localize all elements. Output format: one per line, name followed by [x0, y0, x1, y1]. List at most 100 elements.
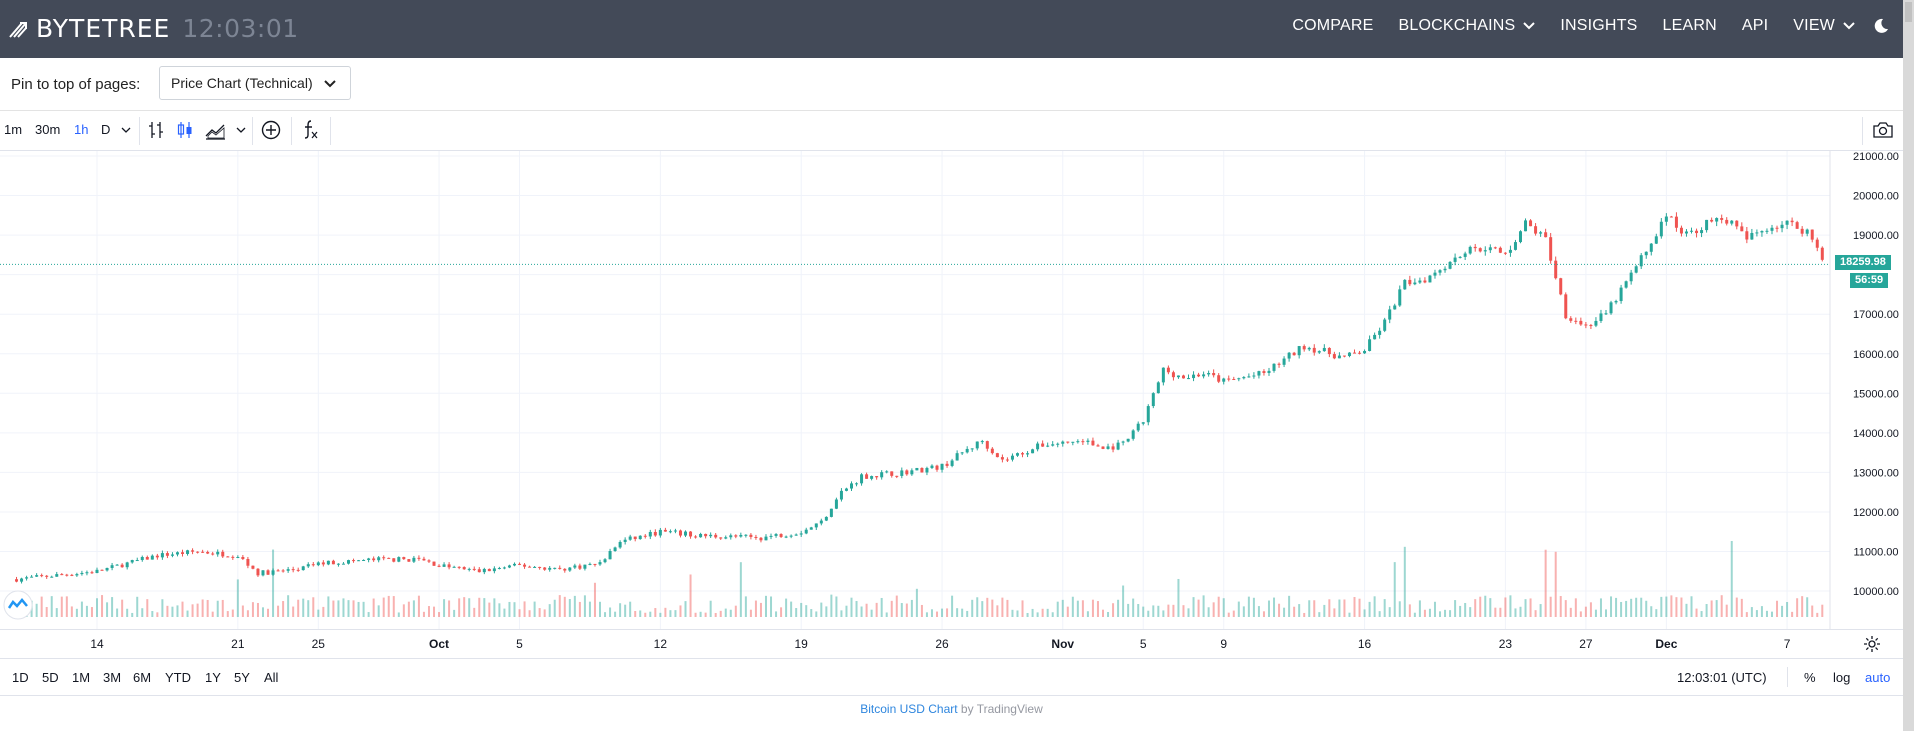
candle-body [206, 551, 210, 554]
candle-body [462, 567, 466, 570]
candle-body [809, 527, 813, 530]
utc-time[interactable]: 12:03:01 (UTC) [1677, 670, 1767, 685]
candle-body [1770, 227, 1774, 231]
area-chart-icon[interactable] [205, 120, 227, 140]
candles-icon[interactable] [176, 120, 194, 140]
price-axis[interactable]: 21000.00 20000.00 19000.00 17000.00 16000.00… [1853, 151, 1899, 598]
volume-bar [256, 602, 259, 617]
candle-body [920, 467, 924, 473]
candle-body [1574, 320, 1578, 322]
chart-toolbar: 1m 30m 1h D [0, 111, 1903, 151]
volume-bar [357, 601, 360, 617]
nav-compare[interactable]: COMPARE [1292, 17, 1374, 34]
volume-bar [1821, 604, 1824, 617]
candle-body [326, 560, 330, 565]
range-6m[interactable]: 6M [133, 670, 152, 685]
candle-body [1488, 247, 1492, 251]
nav-blockchains[interactable]: BLOCKCHAINS [1398, 17, 1536, 35]
volume-bar [558, 595, 561, 617]
interval-1h[interactable]: 1h [74, 122, 89, 137]
candle-body [1106, 446, 1110, 449]
volume-bar [1232, 610, 1235, 617]
volume-bar [1217, 596, 1220, 617]
volume-bar [1559, 596, 1562, 617]
bitcoin-price-chart[interactable]: 21000.00 20000.00 19000.00 17000.00 16000.00… [0, 151, 1903, 629]
nav-insights[interactable]: INSIGHTS [1560, 17, 1638, 34]
credit-link[interactable]: Bitcoin USD Chart [860, 702, 958, 716]
volume-bar [448, 600, 451, 617]
dark-mode-moon-icon[interactable] [1873, 18, 1889, 34]
bar-style-icon[interactable] [147, 120, 165, 140]
volume-bar [1398, 601, 1401, 617]
gear-icon[interactable] [1863, 635, 1881, 653]
volume-bar [1257, 606, 1260, 617]
candle-body [457, 566, 461, 568]
range-ytd[interactable]: YTD [165, 670, 191, 685]
candle-body [668, 531, 672, 533]
candle-body [643, 535, 647, 537]
candle-body [266, 570, 270, 575]
range-5y[interactable]: 5Y [234, 670, 250, 685]
candle-body [900, 470, 904, 476]
pin-page-select[interactable]: Price Chart (Technical) [159, 66, 351, 100]
nav-api[interactable]: API [1741, 17, 1769, 34]
range-1m[interactable]: 1M [72, 670, 91, 685]
volume-bar [292, 606, 295, 617]
candle-body [1569, 318, 1573, 321]
range-5d[interactable]: 5D [42, 670, 59, 685]
volume-bar [161, 599, 164, 617]
candle-body [1408, 279, 1412, 285]
candle-body [875, 476, 879, 478]
auto-scale-toggle[interactable]: auto [1865, 670, 1891, 685]
nav-view[interactable]: VIEW [1793, 17, 1855, 35]
tradingview-logo-icon[interactable] [3, 590, 33, 620]
volume-bar [1363, 609, 1366, 617]
scrollbar-thumb[interactable] [1905, 2, 1912, 22]
chevron-down-icon[interactable] [121, 127, 131, 133]
volume-bar [226, 611, 229, 617]
candle-body [1287, 352, 1291, 359]
candle-body [1242, 377, 1246, 379]
indicators-fx-icon[interactable] [301, 119, 321, 141]
candle-body [794, 534, 798, 536]
volume-bar [1081, 600, 1084, 617]
interval-30m[interactable]: 30m [35, 122, 61, 137]
interval-1m[interactable]: 1m [4, 122, 23, 137]
time-axis[interactable]: 14 21 25 Oct 5 12 19 26 Nov 5 9 16 23 27 Dec 7 [0, 629, 1903, 658]
candle-body [1810, 229, 1814, 240]
pin-select-value: Price Chart (Technical) [171, 75, 313, 91]
page-scrollbar[interactable] [1903, 0, 1914, 731]
nav-learn[interactable]: LEARN [1662, 17, 1717, 34]
volume-bar [1529, 598, 1532, 617]
volume-bar [996, 605, 999, 617]
volume-bar [563, 596, 566, 617]
price-tick-label: 12000.00 [1853, 507, 1899, 519]
volume-bar [246, 610, 249, 617]
range-all[interactable]: All [264, 670, 279, 685]
candle-body [1418, 280, 1422, 283]
range-1y[interactable]: 1Y [205, 670, 221, 685]
camera-snapshot-icon[interactable] [1872, 120, 1894, 140]
range-3m[interactable]: 3M [103, 670, 122, 685]
time-tick-label: 25 [311, 637, 325, 651]
volume-bar [729, 609, 732, 617]
chevron-down-icon[interactable] [236, 127, 246, 133]
candle-body [1000, 457, 1004, 460]
candle-body [211, 553, 215, 555]
candle-body [603, 559, 607, 563]
log-scale-toggle[interactable]: log [1833, 670, 1851, 685]
interval-d[interactable]: D [101, 122, 111, 137]
volume-bar [236, 579, 239, 617]
percent-scale-toggle[interactable]: % [1804, 670, 1816, 685]
volume-bar [1610, 596, 1613, 617]
volume-bar [599, 601, 601, 617]
range-1d[interactable]: 1D [12, 670, 29, 685]
candle-body [1710, 219, 1714, 222]
volume-bar [1569, 607, 1572, 617]
price-tick-label: 21000.00 [1853, 151, 1899, 163]
volume-bar [493, 598, 496, 617]
volume-bar [1740, 598, 1743, 617]
compare-add-symbol-icon[interactable] [261, 120, 281, 140]
volume-bar [1720, 595, 1723, 617]
bytetree-logo[interactable]: BYTETREE 12:03:01 [8, 10, 299, 46]
